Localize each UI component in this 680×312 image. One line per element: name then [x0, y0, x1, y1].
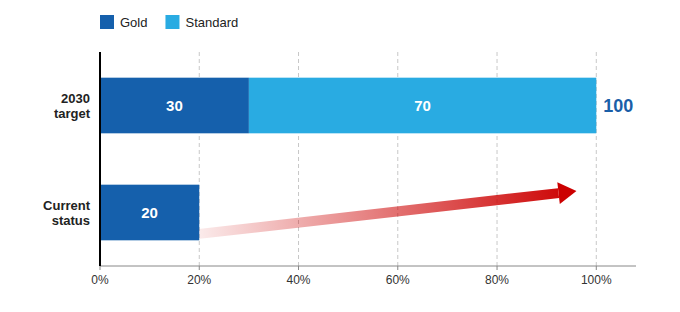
- x-tick: [298, 266, 299, 270]
- x-tick: [199, 266, 200, 270]
- data-labels: 30 20 70: [141, 97, 431, 221]
- legend-swatch: [100, 15, 114, 29]
- plot-area: [100, 78, 596, 241]
- y-axis: 2030target Currentstatus: [43, 91, 91, 228]
- x-tick-label: 0%: [91, 273, 109, 287]
- grid-line: [100, 52, 101, 266]
- x-tick-label: 80%: [485, 273, 509, 287]
- category-label: Currentstatus: [43, 198, 91, 228]
- grid: [100, 52, 596, 266]
- legend-label: Gold: [120, 15, 147, 30]
- chart: 0% 20% 40% 60% 80% 100% 30 20 70 100 2030target Cur…: [0, 0, 680, 312]
- x-tick-label: 20%: [187, 273, 211, 287]
- legend-swatch: [165, 15, 179, 29]
- x-tick: [100, 266, 101, 270]
- x-axis: 0% 20% 40% 60% 80% 100%: [91, 266, 612, 287]
- bar: [100, 185, 199, 241]
- arrow: [199, 182, 577, 239]
- x-tick-label: 60%: [386, 273, 410, 287]
- x-tick: [397, 266, 398, 270]
- baseline: [99, 52, 101, 266]
- legend: Gold Standard: [100, 15, 238, 30]
- data-label: 20: [141, 204, 158, 221]
- x-tick-label: 40%: [287, 273, 311, 287]
- data-label: 30: [166, 97, 183, 114]
- arrow-head: [557, 182, 576, 204]
- legend-label: Standard: [185, 15, 238, 30]
- bar: [249, 78, 596, 134]
- x-axis-line: [100, 266, 636, 267]
- x-tick: [497, 266, 498, 270]
- category-label: 2030target: [54, 91, 91, 121]
- bar: [100, 78, 249, 134]
- annotation: 100: [603, 96, 633, 116]
- x-tick-label: 100%: [581, 273, 612, 287]
- arrow-body: [199, 188, 559, 239]
- x-tick: [596, 266, 597, 270]
- data-label: 70: [414, 97, 431, 114]
